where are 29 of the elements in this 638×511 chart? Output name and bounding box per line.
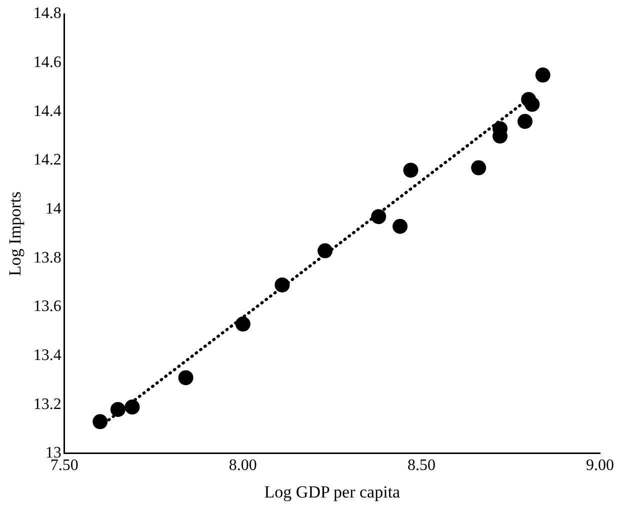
y-tick-label: 14.8: [33, 5, 62, 22]
y-tick-label: 13.4: [33, 346, 62, 364]
x-tick-label: 8.50: [407, 457, 436, 474]
point: [524, 96, 540, 112]
point: [124, 400, 140, 415]
x-tick-label: 7.50: [50, 457, 78, 474]
y-tick-label: 14: [45, 200, 62, 218]
point: [110, 402, 126, 417]
y-tick-label: 13.6: [33, 298, 62, 316]
y-tick-label: 14.6: [33, 54, 62, 72]
point: [471, 160, 486, 176]
y-tick-label: 14.2: [33, 152, 62, 169]
point: [535, 68, 550, 83]
point: [518, 114, 533, 129]
y-tick-label: 13.8: [33, 249, 62, 266]
point: [371, 209, 386, 224]
y-axis-title: Log Imports: [6, 191, 25, 276]
point: [274, 277, 290, 292]
x-tick-label: 9.00: [586, 457, 614, 474]
y-tick-label: 13.2: [33, 396, 62, 413]
x-axis-title: Log GDP per capita: [264, 482, 401, 502]
point: [235, 316, 250, 332]
point: [403, 162, 418, 178]
point: [392, 218, 408, 234]
y-tick-label: 14.4: [33, 102, 62, 120]
point: [318, 243, 333, 258]
point: [92, 414, 108, 430]
x-tick-label: 8.00: [228, 457, 257, 474]
point: [178, 370, 194, 386]
